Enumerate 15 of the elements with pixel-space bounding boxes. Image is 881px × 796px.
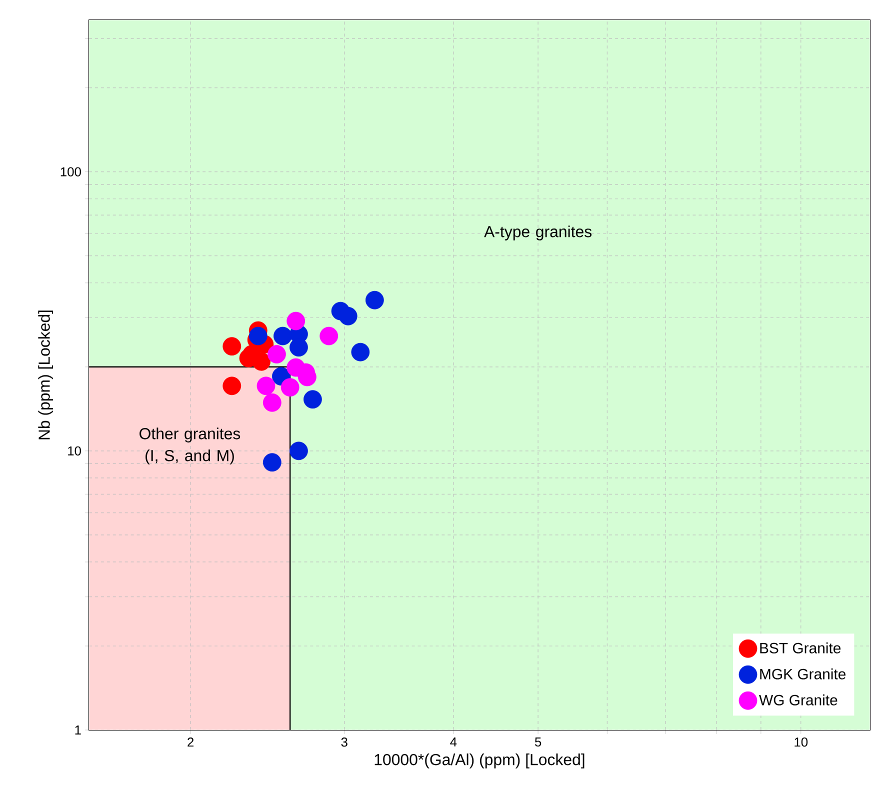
- annotation: Other granites (I, S, and M): [140, 428, 240, 464]
- y-tick-label: 100: [60, 167, 81, 176]
- x-tick-label: 4: [450, 738, 457, 746]
- y-axis-title: Nb (ppm) [Locked]: [38, 310, 54, 440]
- legend-label: BST Granite: [760, 642, 841, 654]
- x-tick-label: 5: [534, 738, 542, 747]
- annotation: A-type granites: [484, 226, 592, 240]
- x-tick-label: 3: [341, 738, 348, 747]
- y-tick-label: 1: [75, 726, 81, 734]
- x-tick-label: 2: [188, 738, 194, 747]
- legend-label: MGK Granite: [760, 668, 846, 680]
- y-tick-label: 10: [68, 446, 81, 456]
- x-axis-title: 10000*(Ga/Al) (ppm) [Locked]: [374, 754, 584, 768]
- x-tick-label: 10: [794, 738, 808, 747]
- legend-label: WG Granite: [759, 694, 838, 706]
